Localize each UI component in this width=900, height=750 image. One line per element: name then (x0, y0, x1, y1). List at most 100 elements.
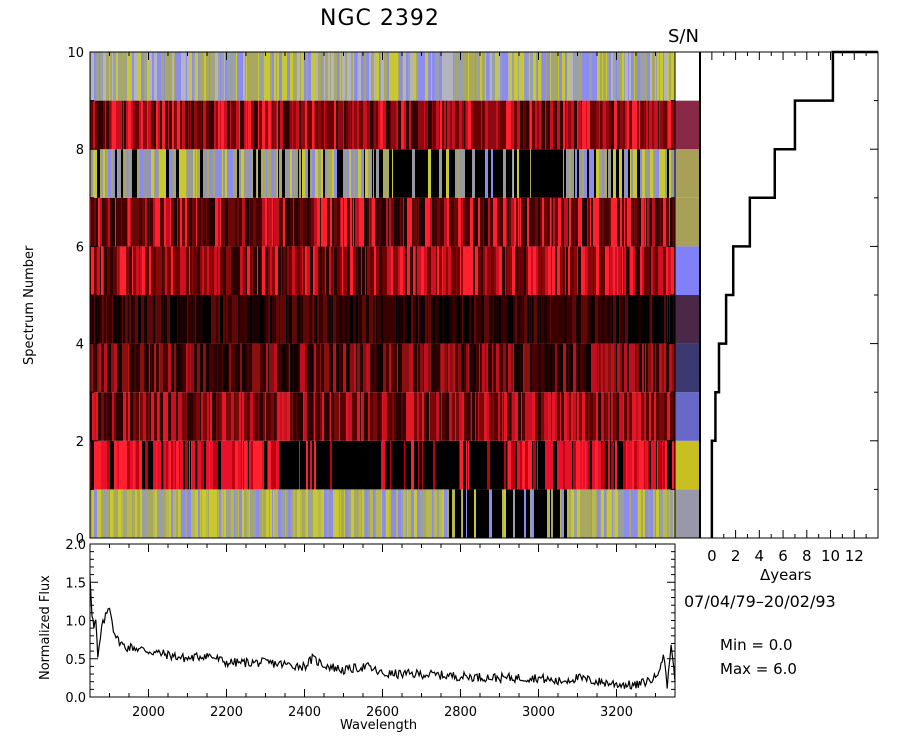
heat-stripe (198, 489, 200, 538)
heat-stripe (671, 149, 673, 198)
heat-stripe (490, 197, 493, 247)
heat-stripe (239, 295, 242, 344)
heat-stripe (190, 246, 192, 295)
heat-stripe (345, 489, 348, 538)
heat-stripe (234, 246, 237, 295)
heat-stripe (147, 149, 149, 198)
heat-stripe (104, 246, 107, 295)
heat-stripe (290, 100, 292, 150)
heat-stripe (370, 392, 373, 441)
heat-stripe (499, 343, 500, 393)
heat-stripe (106, 100, 107, 150)
heat-stripe (288, 489, 291, 538)
heat-stripe (529, 392, 531, 441)
heat-stripe (315, 246, 318, 295)
heat-stripe (660, 52, 662, 101)
heat-stripe (137, 52, 139, 101)
heat-stripe (646, 149, 648, 198)
heat-stripe (511, 392, 512, 441)
heat-stripe (485, 149, 488, 198)
heat-stripe (148, 343, 149, 393)
heat-stripe (433, 295, 435, 344)
heat-stripe (150, 197, 153, 247)
heat-stripe (226, 295, 228, 344)
heat-stripe (596, 149, 597, 198)
heat-stripe (290, 149, 292, 198)
heat-stripe (197, 149, 200, 198)
heat-stripe (246, 52, 247, 101)
heat-stripe (666, 197, 669, 247)
heat-stripe (585, 197, 587, 247)
heat-stripe (489, 392, 491, 441)
heat-stripe (634, 197, 637, 247)
heat-stripe (195, 392, 196, 441)
heat-stripe (292, 100, 293, 150)
heat-stripe (647, 197, 649, 247)
heat-stripe (496, 392, 498, 441)
heat-stripe (342, 295, 345, 344)
heat-stripe (416, 295, 418, 344)
heat-stripe (389, 489, 391, 538)
heat-stripe (441, 343, 444, 393)
heat-stripe (466, 489, 467, 538)
heat-stripe (629, 489, 631, 538)
heat-stripe (113, 246, 115, 295)
heat-stripe (443, 149, 445, 198)
heat-stripe (336, 100, 338, 150)
heat-stripe (459, 100, 462, 150)
heat-stripe (224, 489, 226, 538)
heat-stripe (193, 246, 195, 295)
heat-stripe (635, 295, 638, 344)
heat-stripe (155, 149, 158, 198)
heat-stripe (282, 392, 284, 441)
heat-stripe (267, 52, 270, 101)
heat-stripe (277, 149, 278, 198)
heat-stripe (550, 100, 553, 150)
heat-stripe (491, 246, 494, 295)
heat-stripe (184, 295, 187, 344)
heat-stripe (665, 295, 666, 344)
heat-stripe (219, 392, 222, 441)
heat-stripe (502, 392, 503, 441)
heat-stripe (128, 392, 129, 441)
heat-stripe (654, 100, 656, 150)
heat-stripe (459, 440, 460, 490)
heat-stripe (667, 392, 670, 441)
heat-stripe (180, 440, 183, 490)
heat-stripe (278, 246, 281, 295)
sn-cell-10 (675, 52, 700, 101)
heat-stripe (414, 392, 415, 441)
heat-stripe (186, 52, 187, 101)
heat-stripe (347, 246, 350, 295)
heat-stripe (596, 197, 599, 247)
heat-stripe (358, 52, 361, 101)
heat-stripe (458, 392, 459, 441)
heat-stripe (471, 149, 472, 198)
heat-stripe (303, 246, 305, 295)
heat-stripe (286, 246, 287, 295)
heat-stripe (424, 343, 425, 393)
heat-stripe (219, 489, 221, 538)
heat-stripe (136, 440, 139, 490)
heat-stripe (436, 52, 439, 101)
heat-stripe (197, 343, 200, 393)
heat-stripe (561, 489, 564, 538)
heat-stripe (306, 52, 307, 101)
heat-stripe (550, 246, 551, 295)
heat-stripe (368, 149, 370, 198)
heat-stripe (262, 246, 265, 295)
heat-stripe (658, 52, 659, 101)
heat-stripe (534, 295, 535, 344)
heat-stripe (298, 343, 300, 393)
heat-stripe (628, 149, 629, 198)
heat-stripe (122, 392, 123, 441)
heat-stripe (500, 343, 503, 393)
heat-stripe (341, 440, 342, 490)
heat-stripe (264, 440, 267, 490)
heat-stripe (214, 343, 217, 393)
heat-stripe (362, 246, 363, 295)
heat-stripe (452, 295, 454, 344)
heat-stripe (325, 246, 326, 295)
heat-stripe (281, 489, 282, 538)
heat-stripe (570, 52, 573, 101)
